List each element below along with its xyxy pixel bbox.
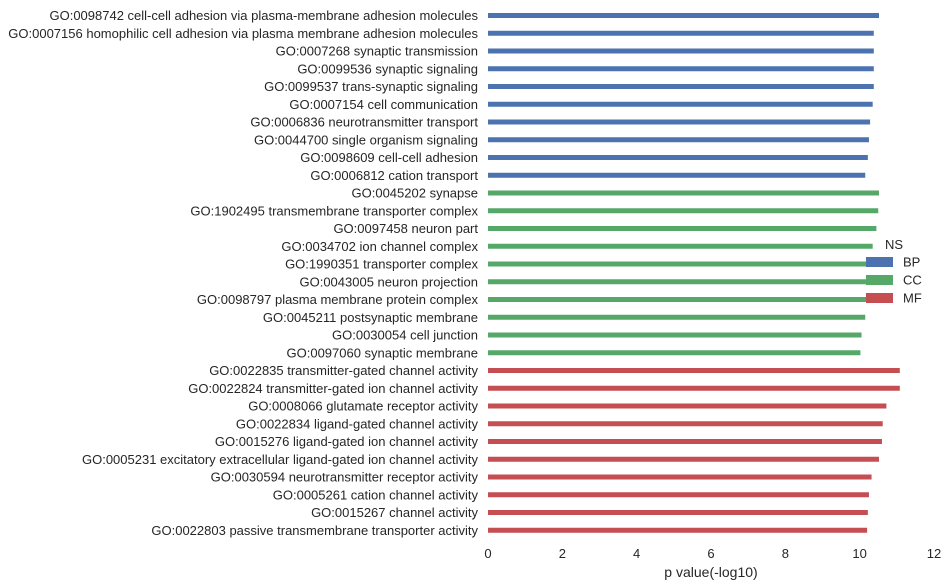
- bar-24: [488, 421, 883, 427]
- legend-title: NS: [885, 237, 903, 252]
- x-tick-label: 6: [707, 546, 714, 561]
- category-label: GO:0007156 homophilic cell adhesion via …: [8, 26, 478, 41]
- bar-27: [488, 474, 872, 480]
- category-label: GO:0006836 neurotransmitter transport: [250, 115, 478, 130]
- category-label: GO:0008066 glutamate receptor activity: [248, 399, 478, 414]
- x-tick-label: 10: [852, 546, 866, 561]
- bar-14: [488, 243, 873, 249]
- bar-9: [488, 155, 868, 160]
- bar-25: [488, 439, 882, 444]
- x-tick-label: 2: [559, 546, 566, 561]
- bar-23: [488, 403, 887, 409]
- legend-swatch-mf: [866, 293, 893, 303]
- category-label: GO:0098797 plasma membrane protein compl…: [197, 292, 479, 307]
- bar-21: [488, 368, 900, 373]
- bar-3: [488, 48, 874, 54]
- category-label: GO:0045211 postsynaptic membrane: [263, 310, 478, 325]
- category-label: GO:0044700 single organism signaling: [254, 132, 478, 147]
- category-label: GO:0098609 cell-cell adhesion: [300, 150, 478, 165]
- x-tick-label: 8: [782, 546, 789, 561]
- category-label: GO:0015276 ligand-gated ion channel acti…: [215, 434, 479, 449]
- category-label: GO:0005261 cation channel activity: [273, 487, 479, 502]
- x-tick-label: 0: [484, 546, 491, 561]
- bar-7: [488, 119, 871, 125]
- bar-16: [488, 279, 869, 285]
- category-label: GO:0006812 cation transport: [310, 168, 478, 183]
- category-label: GO:0097060 synaptic membrane: [287, 345, 479, 360]
- x-tick-label: 4: [633, 546, 640, 561]
- bar-1: [488, 13, 879, 18]
- bar-22: [488, 385, 900, 391]
- category-label: GO:1990351 transporter complex: [285, 257, 478, 272]
- bar-11: [488, 190, 879, 196]
- category-labels: GO:0098742 cell-cell adhesion via plasma…: [8, 8, 478, 538]
- legend-label-cc: CC: [903, 273, 922, 288]
- legend-swatch-cc: [866, 275, 893, 285]
- bar-17: [488, 297, 868, 302]
- category-label: GO:0098742 cell-cell adhesion via plasma…: [49, 8, 478, 23]
- legend-label-bp: BP: [903, 255, 920, 270]
- legend-swatch-bp: [866, 257, 893, 267]
- bar-10: [488, 172, 866, 178]
- category-label: GO:0015267 channel activity: [311, 505, 478, 520]
- bar-20: [488, 350, 861, 356]
- bar-19: [488, 332, 862, 338]
- category-label: GO:0030594 neurotransmitter receptor act…: [211, 470, 479, 485]
- x-tick-label: 12: [927, 546, 941, 561]
- legend-label-mf: MF: [903, 291, 922, 306]
- category-label: GO:0022834 ligand-gated channel activity: [236, 416, 479, 431]
- bar-12: [488, 208, 879, 214]
- category-label: GO:0022835 transmitter-gated channel act…: [209, 363, 478, 378]
- category-label: GO:0099536 synaptic signaling: [297, 61, 478, 76]
- category-label: GO:0043005 neuron projection: [299, 274, 478, 289]
- category-label: GO:0007154 cell communication: [289, 97, 478, 112]
- legend: NS BP CC MF: [866, 237, 922, 306]
- category-label: GO:0034702 ion channel complex: [281, 239, 478, 254]
- x-axis-ticks: 0 2 4 6 8 10 12: [484, 546, 941, 561]
- category-label: GO:0007268 synaptic transmission: [276, 44, 478, 59]
- bar-15: [488, 261, 871, 267]
- bars-group: [488, 13, 900, 533]
- bar-18: [488, 314, 866, 320]
- bar-4: [488, 66, 874, 72]
- bar-6: [488, 101, 873, 107]
- category-label: GO:0022824 transmitter-gated ion channel…: [188, 381, 478, 396]
- bar-30: [488, 527, 868, 533]
- category-label: GO:0099537 trans-synaptic signaling: [264, 79, 478, 94]
- bar-26: [488, 456, 879, 462]
- x-axis-title: p value(-log10): [664, 564, 757, 580]
- category-label: GO:0097458 neuron part: [333, 221, 478, 236]
- bar-8: [488, 137, 869, 143]
- category-label: GO:0005231 excitatory extracellular liga…: [82, 452, 479, 467]
- bar-5: [488, 84, 874, 89]
- category-label: GO:0022803 passive transmembrane transpo…: [151, 523, 478, 538]
- bar-29: [488, 510, 868, 515]
- bar-2: [488, 30, 874, 36]
- category-label: GO:0030054 cell junction: [332, 328, 478, 343]
- bar-28: [488, 492, 869, 498]
- bar-13: [488, 226, 877, 231]
- category-label: GO:0045202 synapse: [352, 186, 478, 201]
- category-label: GO:1902495 transmembrane transporter com…: [190, 203, 478, 218]
